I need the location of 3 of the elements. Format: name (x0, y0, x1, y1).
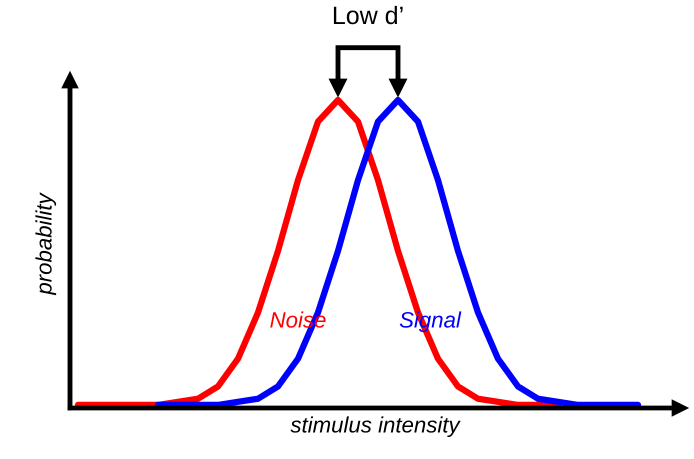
y-axis-title: probability (35, 192, 56, 296)
text: Low d’ (334, 6, 403, 24)
x-axis-title: stimulus intensity (290, 416, 461, 438)
